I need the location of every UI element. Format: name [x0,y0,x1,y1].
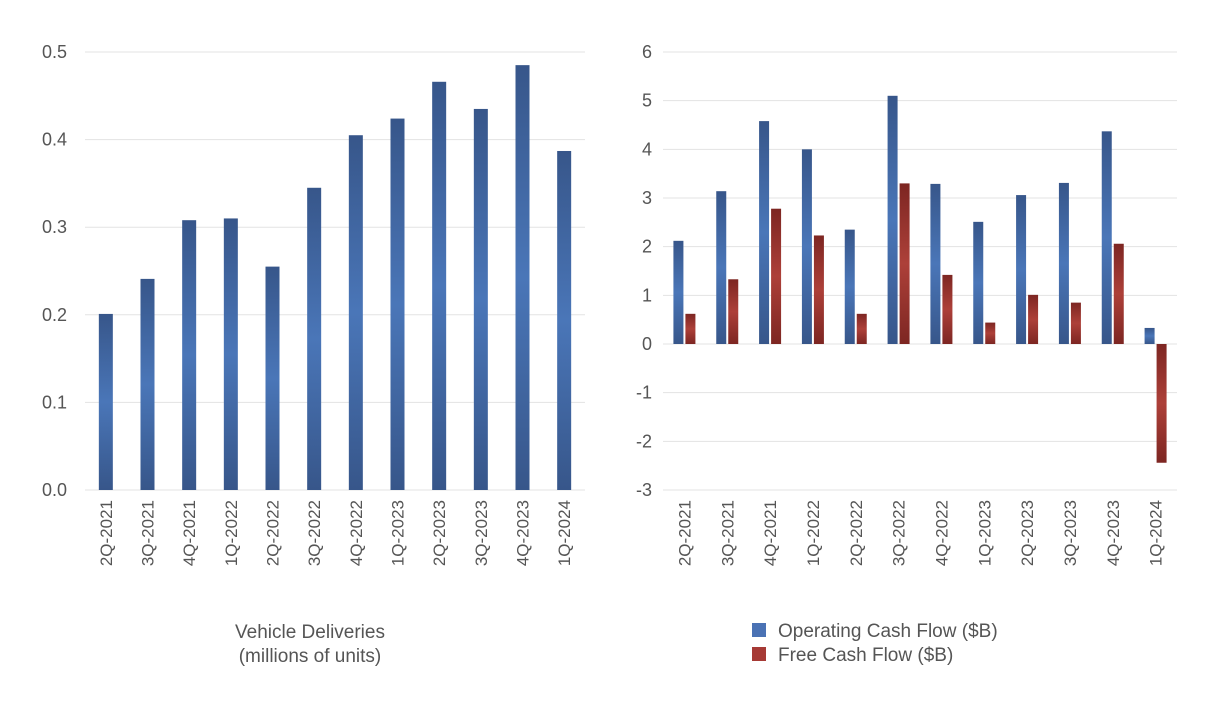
x-tick-label: 2Q-2023 [430,500,449,566]
fcf-bar-4Q-2022 [942,274,953,344]
y-tick-label: 3 [642,188,652,208]
fcf-bar-2Q-2021 [685,313,696,344]
x-tick-label: 1Q-2023 [975,500,994,566]
y-tick-label: -1 [636,383,652,403]
bar-4Q-2022 [348,135,363,490]
fcf-bar-4Q-2023 [1113,243,1124,344]
x-tick-label: 1Q-2022 [804,500,823,566]
fcf-bar-2Q-2022 [856,313,867,344]
fcf-bar-3Q-2023 [1070,302,1081,344]
y-tick-label: -2 [636,431,652,451]
x-tick-label: 1Q-2024 [1147,500,1166,566]
ocf-bar-2Q-2022 [844,229,855,344]
legend-swatch [752,623,766,637]
ocf-bar-2Q-2021 [673,240,684,344]
ocf-bar-4Q-2021 [759,121,770,345]
x-tick-label: 4Q-2023 [514,500,533,566]
fcf-bar-3Q-2022 [899,183,910,344]
y-tick-label: 4 [642,139,652,159]
y-tick-label: 6 [642,42,652,62]
legend-label: Operating Cash Flow ($B) [778,621,998,642]
bar-3Q-2022 [307,187,322,490]
x-tick-label: 2Q-2023 [1018,500,1037,566]
legend-label: Free Cash Flow ($B) [778,645,953,666]
ocf-bar-1Q-2022 [801,149,812,344]
y-tick-label: 0 [642,334,652,354]
fcf-bar-1Q-2023 [985,322,996,344]
x-tick-label: 1Q-2022 [222,500,241,566]
fcf-bar-4Q-2021 [771,208,782,344]
ocf-bar-4Q-2023 [1101,131,1112,344]
x-tick-label: 4Q-2022 [347,500,366,566]
ocf-bar-1Q-2024 [1144,327,1155,344]
y-tick-label: 1 [642,285,652,305]
y-tick-label: 0.4 [42,130,67,150]
y-tick-label: -3 [636,480,652,500]
x-tick-label: 4Q-2023 [1104,500,1123,566]
y-tick-label: 0.3 [42,217,67,237]
y-tick-label: 5 [642,91,652,111]
fcf-bar-2Q-2023 [1028,294,1039,344]
bar-4Q-2023 [515,65,530,490]
ocf-bar-3Q-2023 [1058,182,1069,344]
bar-1Q-2023 [390,118,405,491]
bar-2Q-2023 [432,81,447,490]
x-tick-label: 4Q-2021 [180,500,199,566]
ocf-bar-1Q-2023 [973,221,984,344]
bar-4Q-2021 [182,220,197,490]
x-tick-label: 4Q-2021 [761,500,780,566]
x-tick-label: 3Q-2022 [305,500,324,566]
x-tick-label: 2Q-2022 [847,500,866,566]
x-tick-label: 3Q-2023 [1061,500,1080,566]
x-tick-label: 3Q-2021 [139,500,158,566]
chart-title: (millions of units) [239,646,382,667]
x-tick-label: 1Q-2023 [389,500,408,566]
legend-swatch [752,647,766,661]
x-tick-label: 4Q-2022 [932,500,951,566]
bar-1Q-2024 [557,150,572,490]
x-tick-label: 2Q-2021 [675,500,694,566]
x-tick-label: 1Q-2024 [555,500,574,566]
ocf-bar-2Q-2023 [1016,195,1027,344]
y-tick-label: 0.2 [42,305,67,325]
bar-2Q-2021 [98,313,113,490]
x-tick-label: 3Q-2021 [718,500,737,566]
y-tick-label: 0.0 [42,480,67,500]
fcf-bar-1Q-2024 [1156,344,1167,463]
chart-title: Vehicle Deliveries [235,622,385,643]
fcf-bar-1Q-2022 [813,235,824,344]
x-tick-label: 2Q-2022 [264,500,283,566]
ocf-bar-4Q-2022 [930,183,941,344]
bar-3Q-2021 [140,278,155,490]
x-tick-label: 3Q-2022 [890,500,909,566]
y-tick-label: 0.5 [42,42,67,62]
ocf-bar-3Q-2022 [887,95,898,344]
x-tick-label: 2Q-2021 [97,500,116,566]
y-tick-label: 2 [642,237,652,257]
ocf-bar-3Q-2021 [716,191,727,344]
fcf-bar-3Q-2021 [728,279,739,344]
bar-1Q-2022 [223,218,238,490]
y-tick-label: 0.1 [42,392,67,412]
bar-3Q-2023 [473,108,488,490]
bar-2Q-2022 [265,266,280,490]
x-tick-label: 3Q-2023 [472,500,491,566]
